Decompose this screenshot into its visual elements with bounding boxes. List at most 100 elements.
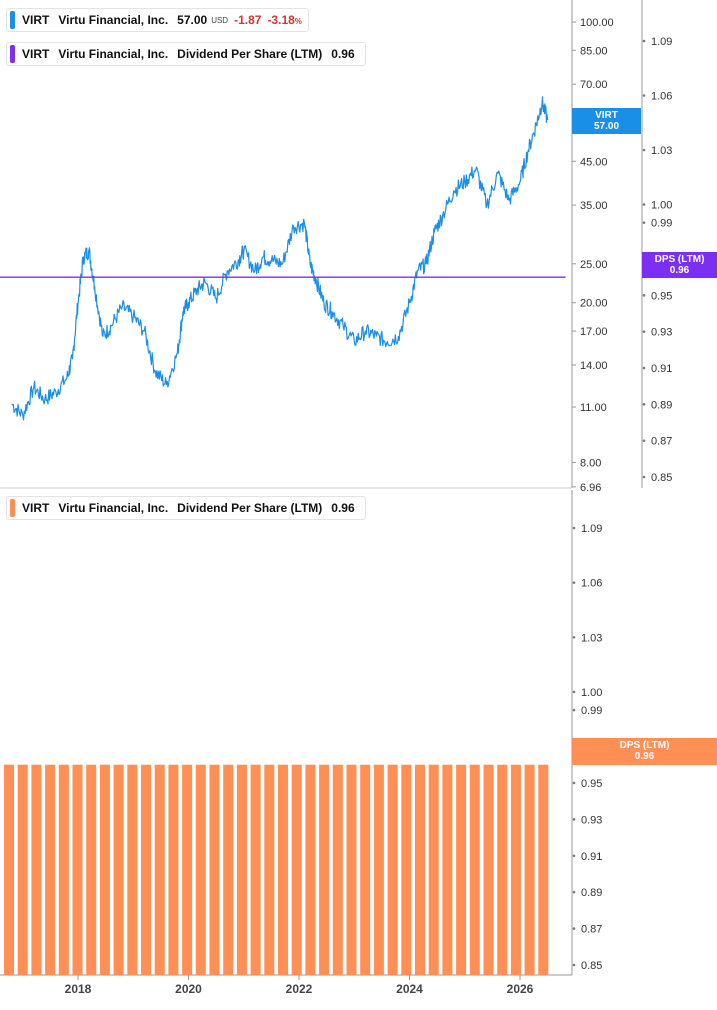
dps-bottom-badge-label: DPS (LTM) bbox=[619, 740, 670, 751]
legend-price-value: 57.00 bbox=[177, 13, 208, 27]
legend-dps-bottom-ticker: VIRT bbox=[22, 501, 50, 515]
legend-price[interactable]: VIRT Virtu Financial, Inc. 57.00 USD -1.… bbox=[6, 8, 309, 32]
price-line bbox=[11, 96, 549, 421]
dps-tick-label: 0.93 bbox=[651, 327, 672, 339]
price-badge-value: 57.00 bbox=[593, 121, 620, 132]
dps-tick-label: 1.06 bbox=[651, 91, 672, 103]
dps-tick-dot bbox=[642, 294, 646, 297]
bottom-dps-tick-dot bbox=[572, 708, 576, 712]
dps-tick-label: 1.03 bbox=[651, 145, 672, 157]
price-tick-label: 8.00 bbox=[580, 458, 601, 470]
dps-tick-label: 0.87 bbox=[651, 436, 672, 448]
dps-bar bbox=[72, 764, 83, 975]
dps-bar bbox=[113, 764, 124, 975]
bottom-dps-tick-dot bbox=[572, 854, 576, 858]
dps-bar bbox=[168, 764, 179, 975]
dps-tick-dot bbox=[642, 330, 646, 333]
price-tick-label: 6.96 bbox=[580, 482, 601, 494]
dps-bar bbox=[4, 764, 14, 975]
x-tick-label: 2024 bbox=[396, 982, 423, 996]
bottom-dps-tick-label: 0.95 bbox=[581, 778, 602, 790]
dps-bar bbox=[209, 764, 220, 975]
dps-tick-label: 1.09 bbox=[651, 36, 672, 48]
change-pct-value: -3.18 bbox=[267, 13, 295, 27]
dps-bar bbox=[45, 764, 56, 975]
dps-tick-dot bbox=[642, 94, 646, 97]
price-tick-label: 70.00 bbox=[580, 79, 608, 91]
bottom-dps-tick-label: 0.89 bbox=[581, 887, 602, 899]
dps-tick-dot bbox=[642, 366, 646, 370]
dps-bar bbox=[387, 764, 398, 975]
dps-tick-dot bbox=[642, 203, 646, 206]
dps-tick-dot bbox=[642, 439, 646, 442]
dps-bar bbox=[442, 764, 453, 975]
legend-dps-top[interactable]: VIRT Virtu Financial, Inc. Dividend Per … bbox=[6, 42, 366, 66]
dps-tick-label: 1.00 bbox=[651, 200, 672, 212]
dps-tick-label: 0.89 bbox=[651, 399, 672, 411]
price-tick-label: 100.00 bbox=[580, 17, 614, 29]
dps-bar bbox=[154, 764, 165, 975]
dps-bar bbox=[17, 764, 28, 975]
dps-bar bbox=[278, 764, 288, 975]
legend-price-currency: USD bbox=[211, 15, 229, 25]
dps-bar bbox=[86, 764, 97, 975]
price-tick-label: 14.00 bbox=[580, 360, 608, 372]
bottom-dps-tick-dot bbox=[572, 963, 576, 967]
x-tick-label: 2022 bbox=[286, 982, 313, 996]
dps-tick-label: 0.85 bbox=[651, 472, 672, 484]
legend-dps-bottom-value: 0.96 bbox=[331, 501, 355, 515]
dps-top-badge: DPS (LTM) 0.96 bbox=[642, 252, 717, 278]
bottom-dps-tick-dot bbox=[572, 526, 576, 530]
legend-price-name: Virtu Financial, Inc. bbox=[58, 13, 169, 27]
legend-price-swatch bbox=[10, 11, 15, 29]
bottom-dps-tick-label: 0.99 bbox=[581, 705, 602, 717]
dps-bar bbox=[524, 764, 535, 975]
legend-dps-bottom[interactable]: VIRT Virtu Financial, Inc. Dividend Per … bbox=[6, 496, 366, 520]
dps-bar bbox=[264, 764, 275, 975]
dps-bar bbox=[469, 764, 480, 975]
dps-tick-dot bbox=[642, 475, 646, 479]
bottom-dps-tick-label: 0.85 bbox=[581, 960, 602, 972]
dps-tick-dot bbox=[642, 39, 646, 43]
legend-dps-top-name: Virtu Financial, Inc. bbox=[58, 47, 169, 61]
x-tick-label: 2020 bbox=[175, 982, 202, 996]
price-tick-label: 85.00 bbox=[580, 45, 608, 57]
legend-dps-bottom-swatch bbox=[10, 499, 15, 517]
dps-bar bbox=[182, 764, 193, 975]
bottom-dps-tick-dot bbox=[572, 927, 576, 930]
bottom-dps-tick-dot bbox=[572, 690, 576, 694]
dps-bar bbox=[483, 764, 494, 975]
legend-price-change: -1.87 bbox=[234, 13, 262, 27]
bottom-dps-tick-label: 1.06 bbox=[581, 578, 602, 590]
dps-bar bbox=[538, 764, 549, 975]
bottom-dps-tick-label: 1.09 bbox=[581, 523, 602, 535]
legend-dps-bottom-metric: Dividend Per Share (LTM) bbox=[177, 501, 323, 515]
x-tick-label: 2018 bbox=[65, 982, 92, 996]
dps-bar bbox=[346, 764, 357, 975]
dps-bar bbox=[319, 764, 330, 975]
dps-bar bbox=[373, 764, 384, 975]
dps-bar bbox=[401, 764, 412, 975]
legend-dps-top-metric: Dividend Per Share (LTM) bbox=[177, 47, 323, 61]
dps-bottom-badge-value: 0.96 bbox=[634, 751, 655, 762]
dps-bar bbox=[31, 764, 42, 975]
bottom-dps-tick-label: 1.00 bbox=[581, 687, 602, 699]
dps-bar bbox=[58, 764, 69, 975]
bottom-dps-tick-dot bbox=[572, 581, 576, 584]
bottom-dps-tick-label: 0.93 bbox=[581, 814, 602, 826]
dps-bar bbox=[428, 764, 439, 975]
bottom-dps-tick-dot bbox=[572, 818, 576, 821]
dps-bar bbox=[250, 764, 261, 975]
dps-bar bbox=[141, 764, 151, 975]
legend-dps-top-value: 0.96 bbox=[331, 47, 355, 61]
price-tick-label: 20.00 bbox=[580, 298, 608, 310]
dps-tick-dot bbox=[642, 148, 646, 152]
dps-tick-dot bbox=[642, 221, 646, 224]
dps-tick-label: 0.91 bbox=[651, 363, 672, 375]
dps-bar bbox=[497, 764, 508, 975]
price-tick-label: 11.00 bbox=[580, 402, 607, 414]
dps-bar bbox=[332, 764, 343, 975]
x-tick-label: 2026 bbox=[507, 982, 534, 996]
dps-tick-label: 0.95 bbox=[651, 290, 672, 302]
